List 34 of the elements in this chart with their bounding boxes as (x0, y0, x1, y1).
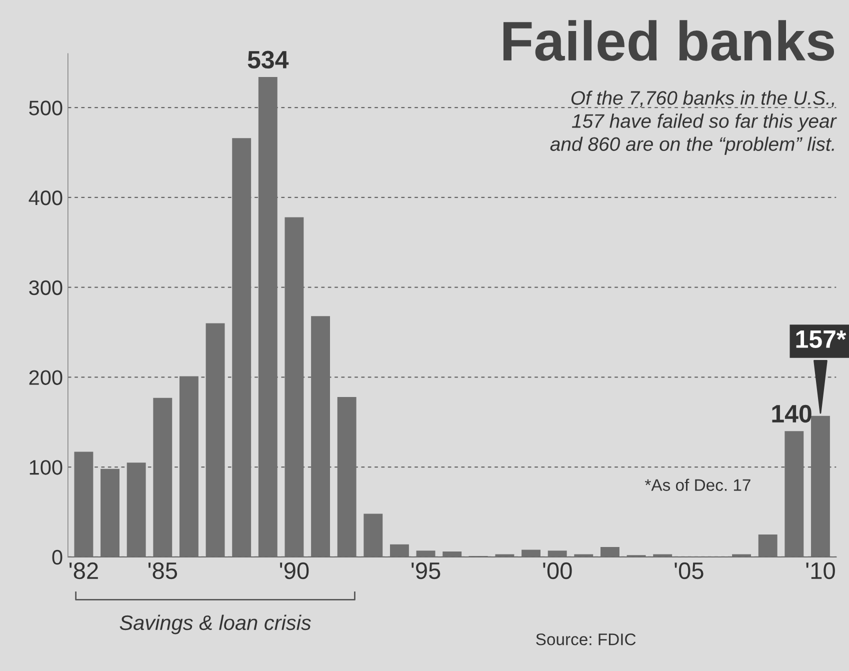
bar (600, 547, 620, 557)
bar (495, 554, 514, 557)
bar (442, 552, 462, 557)
bar (574, 554, 594, 557)
y-tick-label: 200 (29, 370, 62, 385)
bar (522, 550, 541, 557)
annotation: *As of Dec. 17 (644, 478, 750, 491)
data-label: 157* (796, 330, 846, 348)
text: Savings & loan crisis (120, 614, 311, 634)
y-tick-label: 500 (29, 100, 62, 116)
bar (548, 550, 567, 557)
data-label: 140 (772, 404, 812, 423)
data-label: 534 (248, 50, 289, 69)
bar (653, 554, 672, 557)
x-tick-label: '05 (674, 562, 704, 580)
x-tick-label: '00 (543, 562, 572, 580)
y-tick-label: 0 (52, 550, 62, 565)
bar (390, 544, 409, 557)
source-note: Source: FDIC (536, 633, 636, 646)
y-tick-label: 300 (29, 280, 62, 296)
x-tick-label: '90 (280, 562, 309, 580)
x-tick-label: '10 (806, 562, 835, 580)
x-tick-label: '82 (70, 562, 98, 580)
bar (364, 514, 383, 557)
bar (758, 534, 778, 557)
text: Of the 7,760 banks in the U.S., 157 have failed so far this year and 860 are on the “problem” list. (550, 90, 837, 155)
x-tick-label: '85 (148, 562, 178, 580)
y-tick-label: 400 (28, 190, 62, 206)
x-tick-label: '95 (412, 562, 440, 580)
y-tick-label: 100 (30, 460, 62, 475)
bar (416, 550, 436, 557)
bar (732, 554, 752, 557)
chart-title: Failed banks (503, 20, 834, 61)
bar (126, 462, 146, 557)
